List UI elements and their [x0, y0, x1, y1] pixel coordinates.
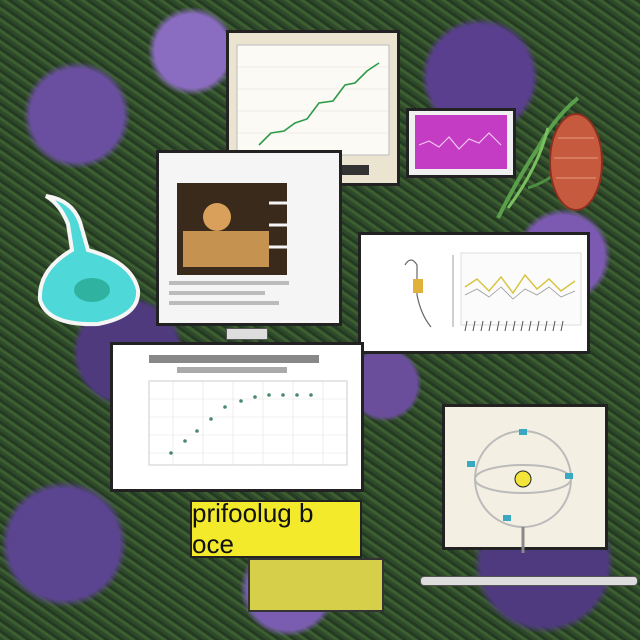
plant-illustration — [496, 96, 603, 219]
scatter-point — [209, 417, 213, 421]
scatter-point — [223, 405, 227, 409]
model-panel — [442, 404, 608, 553]
monitor-stand — [226, 328, 268, 340]
flask-icon — [37, 194, 141, 327]
scatter-point — [239, 399, 243, 403]
scatter-point — [169, 451, 173, 455]
monitor-photo-panel — [156, 150, 342, 326]
model-stand-base — [420, 576, 638, 586]
wave-series-gray — [464, 286, 576, 300]
scatter-point — [183, 439, 187, 443]
scatter-chart-panel — [110, 342, 364, 492]
line-chart-graphic — [236, 44, 390, 175]
gyroscope-graphic — [467, 429, 573, 553]
magenta-line — [418, 132, 502, 150]
yellow-plaque — [248, 558, 384, 612]
scatter-point — [295, 393, 299, 397]
scatter-point — [195, 429, 199, 433]
scatter-point — [309, 393, 313, 397]
line-chart-panel — [226, 30, 400, 186]
scatter-point — [281, 393, 285, 397]
wave-chart-panel — [358, 232, 590, 354]
scatter-point — [267, 393, 271, 397]
portrait-head — [203, 203, 231, 231]
scatter-point — [253, 395, 257, 399]
wave-series-yellow — [464, 273, 576, 295]
magenta-chart-panel — [406, 108, 516, 178]
line-series — [258, 62, 380, 146]
yellow-sign: prifoolug b oce — [190, 498, 362, 559]
